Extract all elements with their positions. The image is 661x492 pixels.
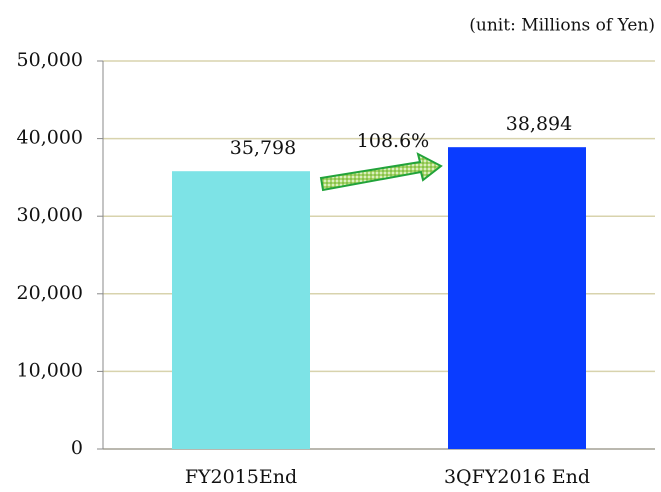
y-tick-label: 20,000 bbox=[17, 282, 83, 304]
unit-note: (unit: Millions of Yen) bbox=[469, 16, 655, 36]
y-tick-label: 50,000 bbox=[17, 49, 83, 71]
x-tick-label: FY2015End bbox=[185, 466, 297, 488]
y-tick-label: 10,000 bbox=[17, 359, 83, 381]
y-tick-label: 40,000 bbox=[17, 127, 83, 149]
bars bbox=[172, 147, 586, 449]
bar bbox=[172, 171, 310, 449]
growth-annotation: 108.6% bbox=[357, 130, 429, 152]
x-tick-label: 3QFY2016 End bbox=[444, 466, 590, 488]
growth-arrow bbox=[319, 152, 443, 192]
value-label: 38,894 bbox=[506, 113, 572, 135]
y-tick-label: 0 bbox=[71, 437, 83, 459]
value-label: 35,798 bbox=[230, 137, 296, 159]
bar bbox=[448, 147, 586, 449]
y-tick-label: 30,000 bbox=[17, 204, 83, 226]
